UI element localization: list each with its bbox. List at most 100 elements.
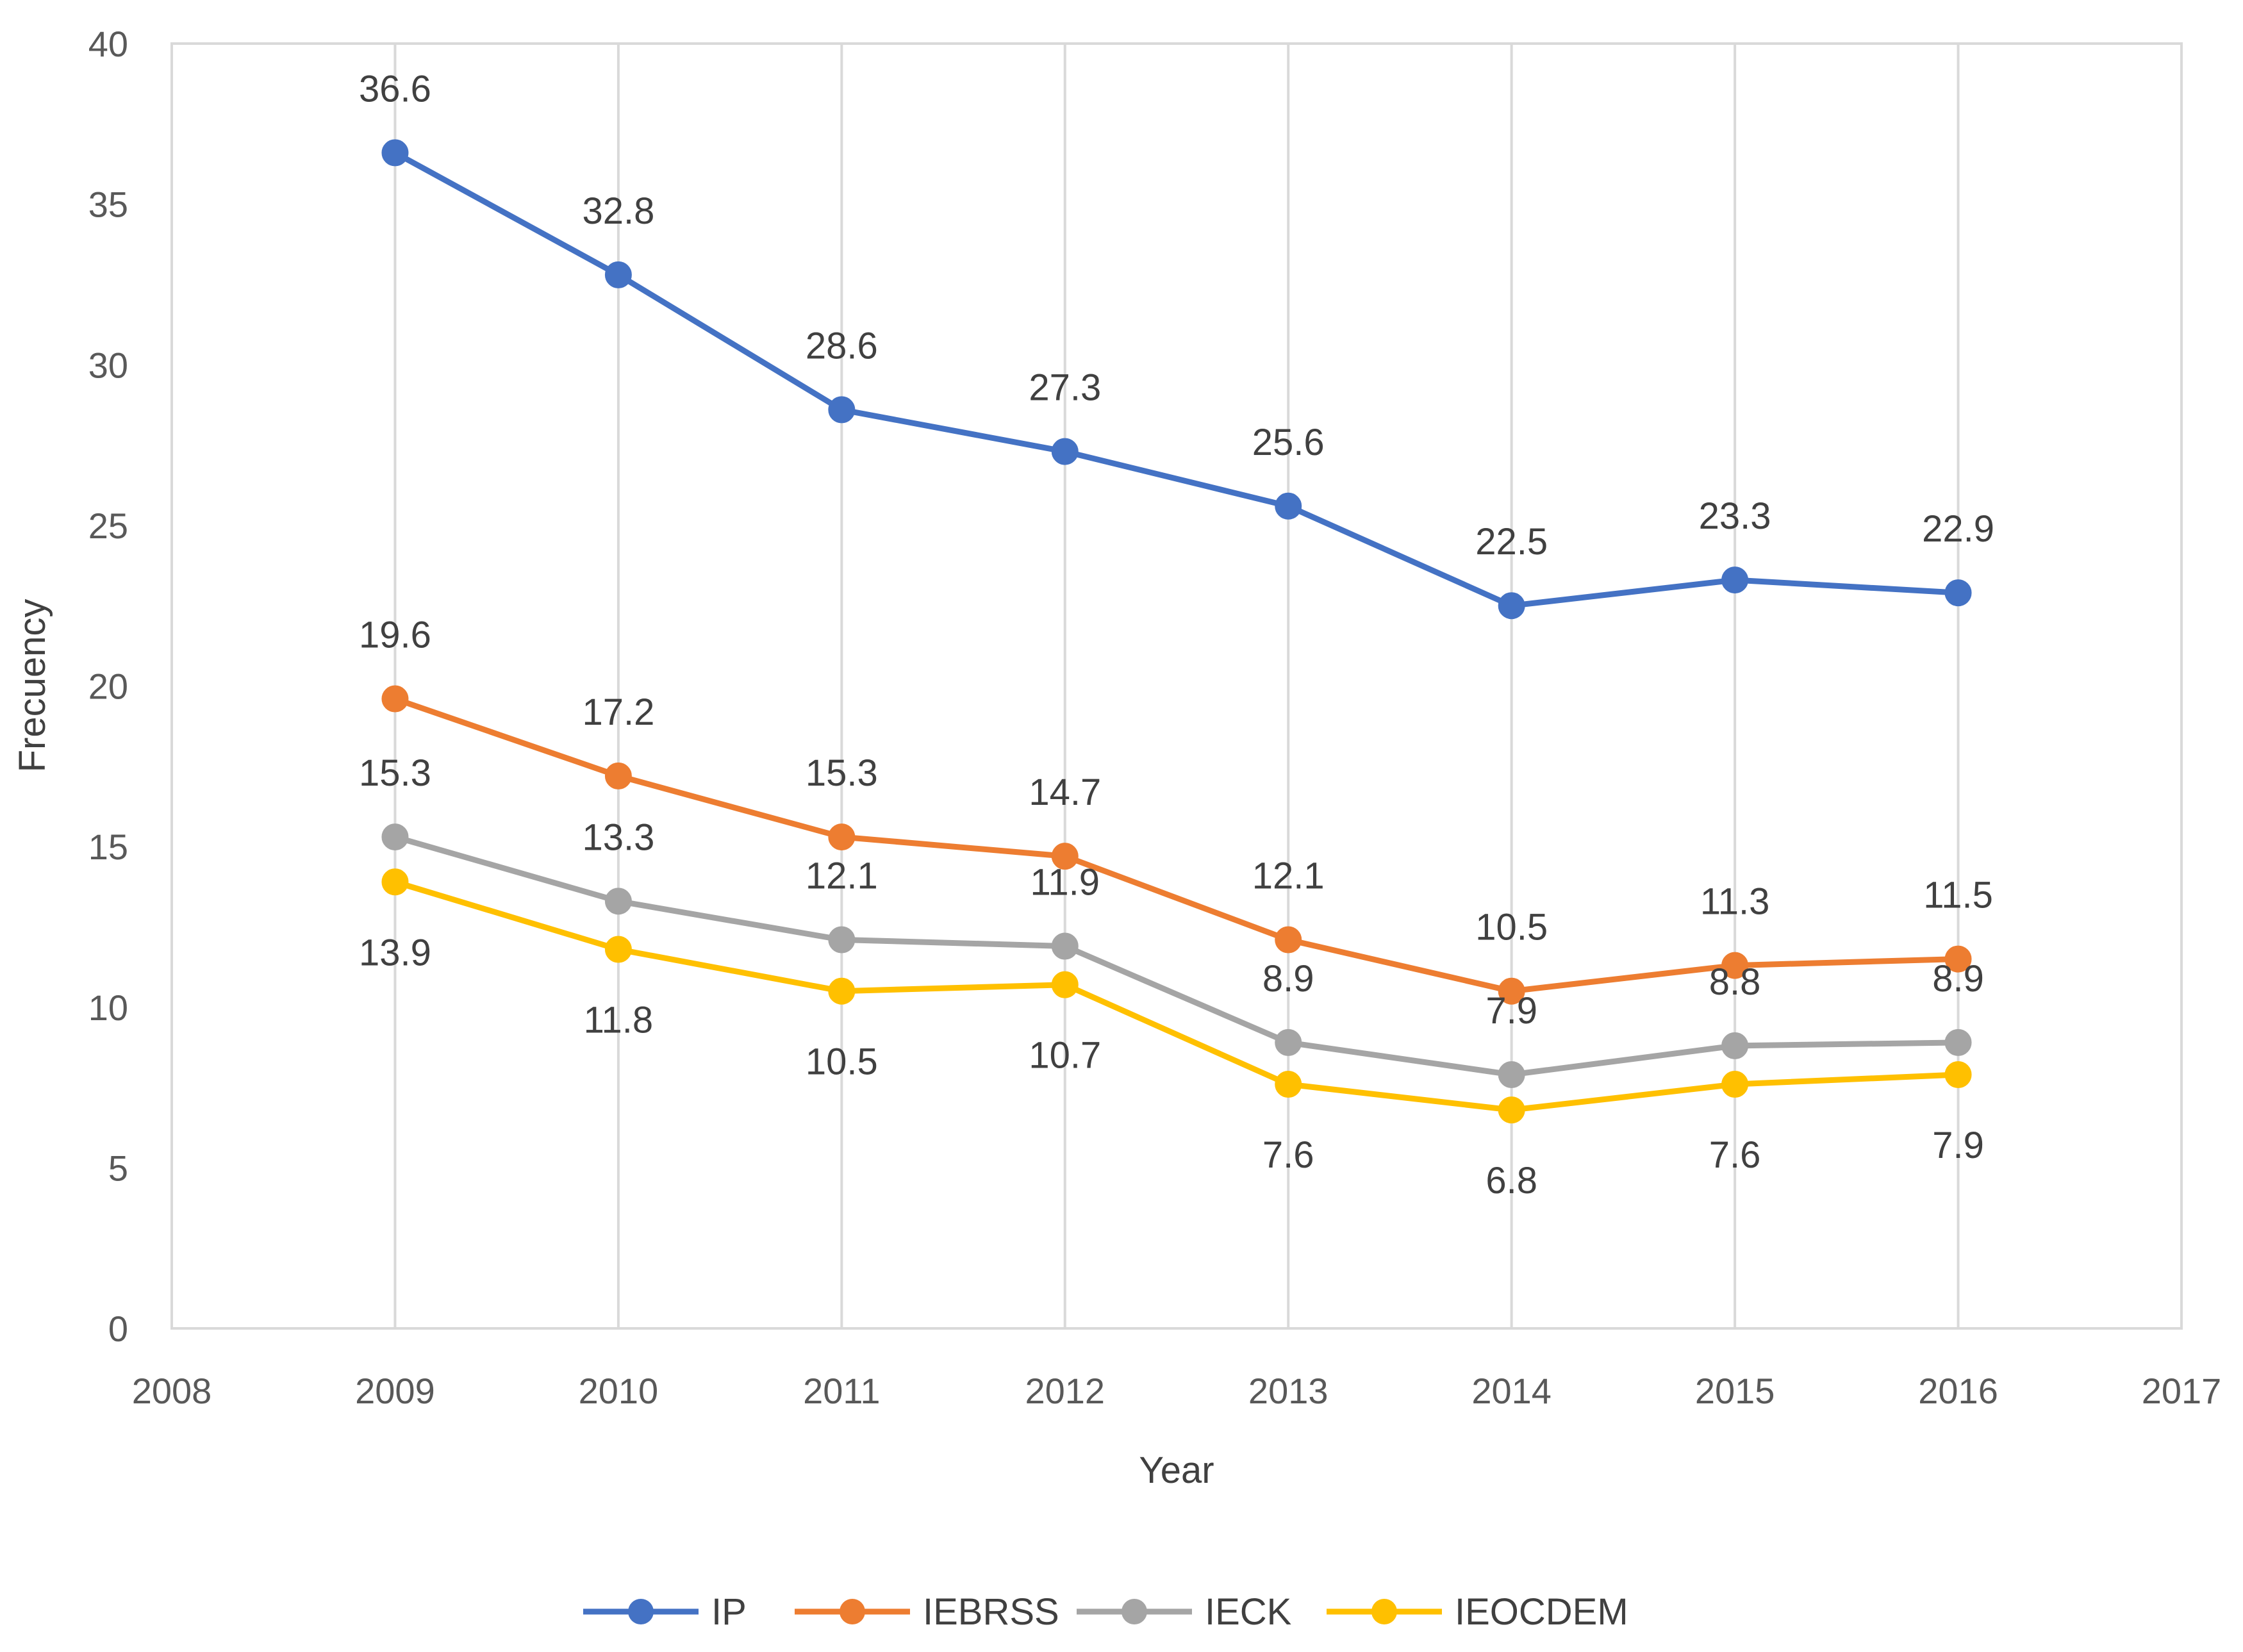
data-point-iebrss [828,823,856,851]
data-label: 17.2 [582,691,654,733]
data-point-iebrss [381,685,409,713]
data-label: 11.8 [584,1000,654,1041]
x-tick-label: 2012 [1025,1371,1105,1411]
data-point-iebrss [1051,843,1079,870]
data-point-ieck [1498,1061,1525,1089]
y-tick-label: 35 [88,185,128,225]
x-tick-label: 2008 [132,1371,212,1411]
data-label: 13.9 [359,932,431,973]
x-axis-title: Year [1139,1450,1214,1491]
data-label: 36.6 [359,68,431,110]
x-tick-label: 2015 [1695,1371,1775,1411]
data-point-ip [1944,579,1972,607]
plot-frame [170,42,2183,1330]
data-label: 11.9 [1030,862,1100,904]
y-tick-label: 0 [108,1309,128,1349]
data-point-ip [1051,438,1079,465]
data-point-ieck [1051,932,1079,960]
data-point-ieck [1275,1028,1302,1056]
data-point-ieck [1944,1028,1972,1056]
x-axis-ticks: 2008 2009 2010 2011 2012 2013 2014 2015 2016 2017 [132,1371,2222,1411]
data-label: 22.9 [1922,508,1994,550]
series-ieck [381,823,1972,1089]
x-tick-label: 2014 [1471,1371,1552,1411]
series-ip [381,139,1972,620]
legend-label: IP [711,1591,747,1633]
data-label: 12.1 [1252,855,1325,896]
data-label: 23.3 [1699,495,1771,537]
data-label: 32.8 [582,190,654,232]
data-label: 8.9 [1262,958,1314,1000]
y-tick-label: 5 [108,1148,128,1188]
series-line-ieck [392,834,1962,1078]
x-tick-label: 2009 [355,1371,435,1411]
data-label: 22.5 [1475,521,1548,563]
data-point-ieocdem [828,977,856,1005]
data-point-ieocdem [1498,1096,1525,1124]
data-label: 7.6 [1709,1134,1761,1176]
data-label: 11.3 [1700,881,1770,923]
data-point-ieocdem [1275,1071,1302,1098]
y-axis-ticks: 0 5 10 15 20 25 30 35 40 [88,24,128,1349]
x-tick-label: 2017 [2142,1371,2222,1411]
legend-label: IEOCDEM [1455,1591,1628,1633]
legend-marker [840,1599,865,1624]
vertical-gridlines [393,44,1960,1328]
data-label: 14.7 [1029,772,1101,813]
x-tick-label: 2016 [1918,1371,1998,1411]
data-label: 15.3 [359,752,431,794]
data-label: 7.6 [1262,1134,1314,1176]
y-tick-label: 15 [88,827,128,867]
x-tick-label: 2010 [579,1371,659,1411]
data-label: 27.3 [1029,367,1101,409]
data-point-iebrss [1944,945,1972,973]
data-label: 12.1 [806,855,878,896]
data-label: 7.9 [1932,1125,1984,1166]
data-point-ip [1498,592,1525,620]
data-label: 25.6 [1252,422,1325,463]
y-axis-title: Frecuency [12,599,53,773]
data-point-ieck [381,823,409,851]
data-point-iebrss [1275,926,1302,954]
data-label: 8.8 [1709,961,1761,1003]
y-tick-label: 30 [88,345,128,385]
series-iebrss [381,685,1972,1005]
x-tick-label: 2013 [1248,1371,1328,1411]
y-tick-label: 10 [88,987,128,1028]
data-label: 10.5 [1475,907,1548,948]
data-label: 6.8 [1486,1160,1537,1202]
legend-marker [1371,1599,1397,1624]
legend: IP IEBRSS IECK IEOCDEM [583,1591,1628,1633]
data-label: 11.5 [1923,875,1993,916]
y-tick-label: 25 [88,506,128,546]
data-point-ieck [1721,1032,1749,1059]
data-point-iebrss [1721,952,1749,979]
legend-label: IEBRSS [923,1591,1059,1633]
data-label: 7.9 [1486,990,1537,1032]
data-label: 10.7 [1029,1035,1101,1077]
y-tick-label: 20 [88,666,128,707]
data-point-ieck [604,888,632,915]
data-label: 19.6 [359,615,431,656]
data-point-ieck [828,926,856,954]
data-point-ieocdem [1944,1061,1972,1089]
data-point-ieocdem [1051,971,1079,998]
series-lines [381,139,1972,1124]
plot-area-border [170,42,2183,1330]
data-point-ip [604,261,632,288]
legend-item-ip: IP [583,1591,747,1633]
data-point-ip [828,396,856,424]
data-point-iebrss [1498,977,1525,1005]
legend-marker [1122,1599,1147,1624]
data-point-ip [1721,566,1749,594]
data-label: 28.6 [806,325,878,367]
legend-item-iebrss: IEBRSS [795,1591,1059,1633]
data-label: 10.5 [806,1041,878,1083]
legend-item-ieocdem: IEOCDEM [1327,1591,1628,1633]
legend-marker [628,1599,654,1624]
series-line-ip [392,149,1962,609]
series-ieocdem [381,868,1972,1124]
data-point-ip [381,139,409,167]
series-line-ieocdem [392,879,1962,1113]
